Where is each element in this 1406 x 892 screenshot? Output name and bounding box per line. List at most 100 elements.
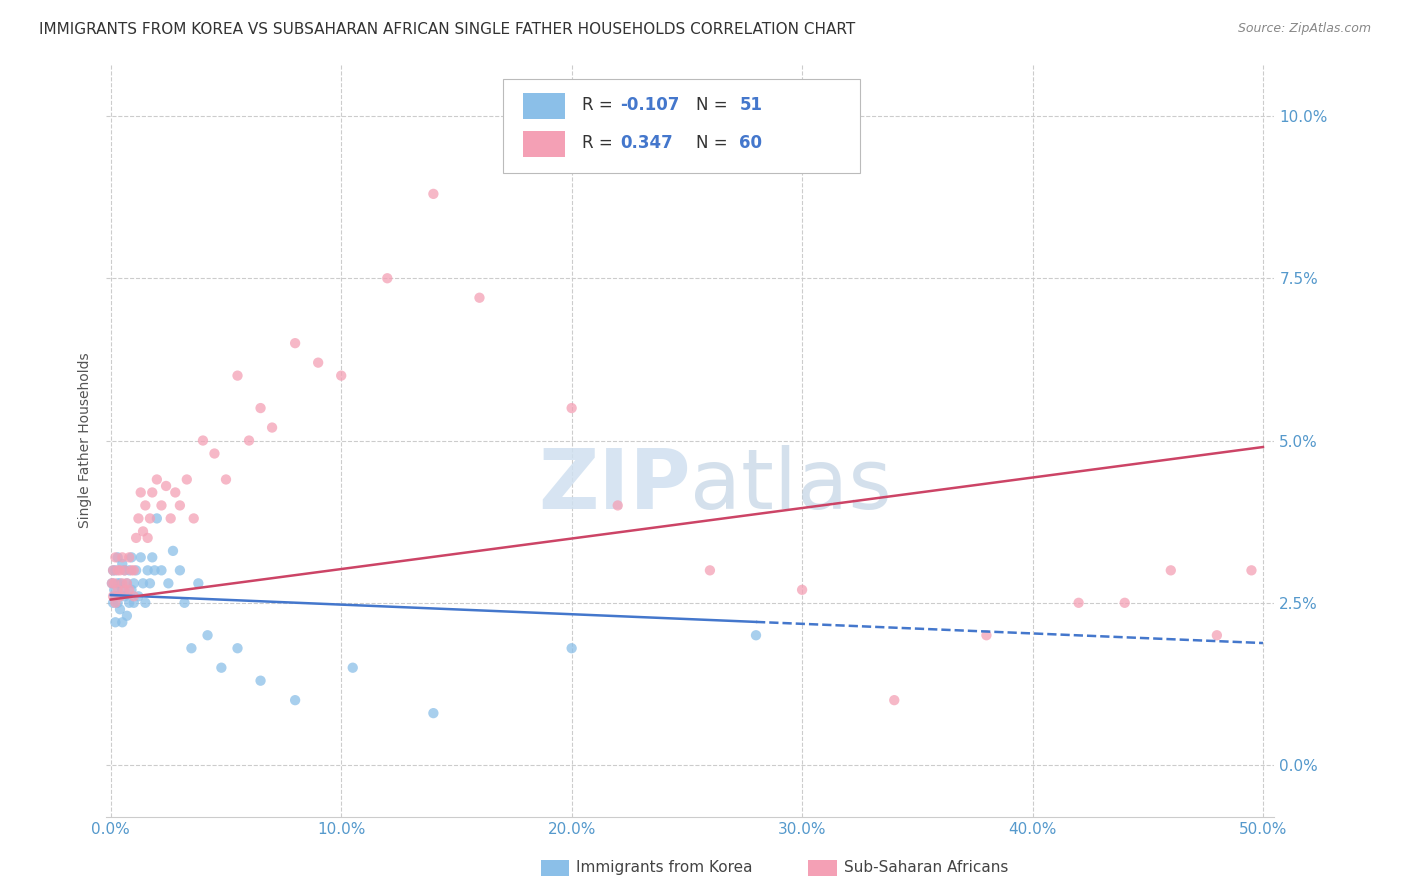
Point (191, 434, 214, 448)
Point (101, 576, 124, 591)
Point (146, 511, 169, 525)
Point (108, 563, 131, 577)
Point (121, 550, 143, 565)
Point (122, 590, 145, 604)
Point (375, 271, 398, 285)
Point (699, 563, 721, 577)
Point (187, 576, 209, 591)
Point (883, 693, 905, 707)
Point (215, 473, 238, 487)
Point (115, 608, 138, 623)
Point (176, 473, 198, 487)
Point (118, 550, 141, 565)
Point (127, 590, 149, 604)
Point (108, 602, 131, 616)
Point (118, 563, 141, 577)
Point (284, 693, 307, 707)
Point (125, 531, 148, 545)
Point (249, 673, 271, 688)
Point (127, 511, 149, 525)
Point (121, 563, 143, 577)
Point (1205, 628, 1227, 642)
Point (122, 563, 145, 577)
Point (249, 401, 271, 415)
Text: Source: ZipAtlas.com: Source: ZipAtlas.com (1237, 22, 1371, 36)
Text: Sub-Saharan Africans: Sub-Saharan Africans (844, 861, 1008, 875)
Bar (523, 131, 565, 157)
Point (157, 576, 180, 591)
Point (180, 641, 202, 656)
Point (101, 563, 124, 577)
Point (115, 576, 138, 591)
Point (111, 550, 134, 565)
Point (107, 563, 129, 577)
Point (262, 420, 284, 434)
Point (169, 563, 191, 577)
Point (561, 641, 583, 656)
Text: atlas: atlas (690, 445, 891, 526)
Bar (523, 94, 565, 119)
FancyBboxPatch shape (503, 79, 859, 173)
Text: R =: R = (582, 134, 617, 153)
Point (132, 524, 155, 539)
Point (101, 590, 124, 604)
Point (107, 550, 129, 565)
Point (173, 596, 195, 610)
Point (209, 661, 232, 675)
Point (104, 590, 127, 604)
Point (141, 550, 163, 565)
Point (107, 582, 129, 597)
Point (150, 499, 173, 513)
Point (1240, 563, 1263, 577)
Point (114, 590, 136, 604)
Point (129, 550, 152, 565)
Text: ZIP: ZIP (538, 445, 690, 526)
Point (183, 511, 205, 525)
Point (790, 582, 813, 597)
Point (108, 576, 131, 591)
Point (129, 485, 152, 500)
Text: IMMIGRANTS FROM KOREA VS SUBSAHARAN AFRICAN SINGLE FATHER HOUSEHOLDS CORRELATION: IMMIGRANTS FROM KOREA VS SUBSAHARAN AFRI… (39, 22, 856, 37)
Point (561, 401, 583, 415)
Point (111, 615, 134, 630)
Point (107, 596, 129, 610)
Point (330, 368, 353, 383)
Point (104, 596, 127, 610)
Point (745, 628, 768, 642)
Point (422, 186, 444, 201)
Point (122, 576, 145, 591)
Point (1114, 596, 1136, 610)
Point (165, 485, 187, 500)
Point (101, 563, 124, 577)
Text: 0.347: 0.347 (620, 134, 673, 153)
Point (114, 563, 136, 577)
Point (104, 550, 127, 565)
Point (101, 596, 124, 610)
Point (134, 596, 156, 610)
Point (136, 531, 159, 545)
Point (111, 576, 134, 591)
Text: 51: 51 (740, 96, 762, 114)
Point (307, 356, 329, 370)
Point (103, 582, 125, 597)
Point (197, 628, 219, 642)
Point (101, 576, 124, 591)
Point (162, 544, 184, 558)
Point (226, 368, 249, 383)
Point (146, 473, 169, 487)
Text: Immigrants from Korea: Immigrants from Korea (576, 861, 754, 875)
Point (342, 661, 364, 675)
Point (103, 576, 125, 591)
Point (606, 499, 628, 513)
Point (114, 563, 136, 577)
Point (143, 563, 166, 577)
Text: 60: 60 (740, 134, 762, 153)
Text: N =: N = (696, 96, 733, 114)
Point (150, 563, 173, 577)
Point (284, 336, 307, 351)
Point (115, 576, 138, 591)
Point (108, 590, 131, 604)
Point (1067, 596, 1090, 610)
Point (114, 582, 136, 597)
Point (118, 596, 141, 610)
